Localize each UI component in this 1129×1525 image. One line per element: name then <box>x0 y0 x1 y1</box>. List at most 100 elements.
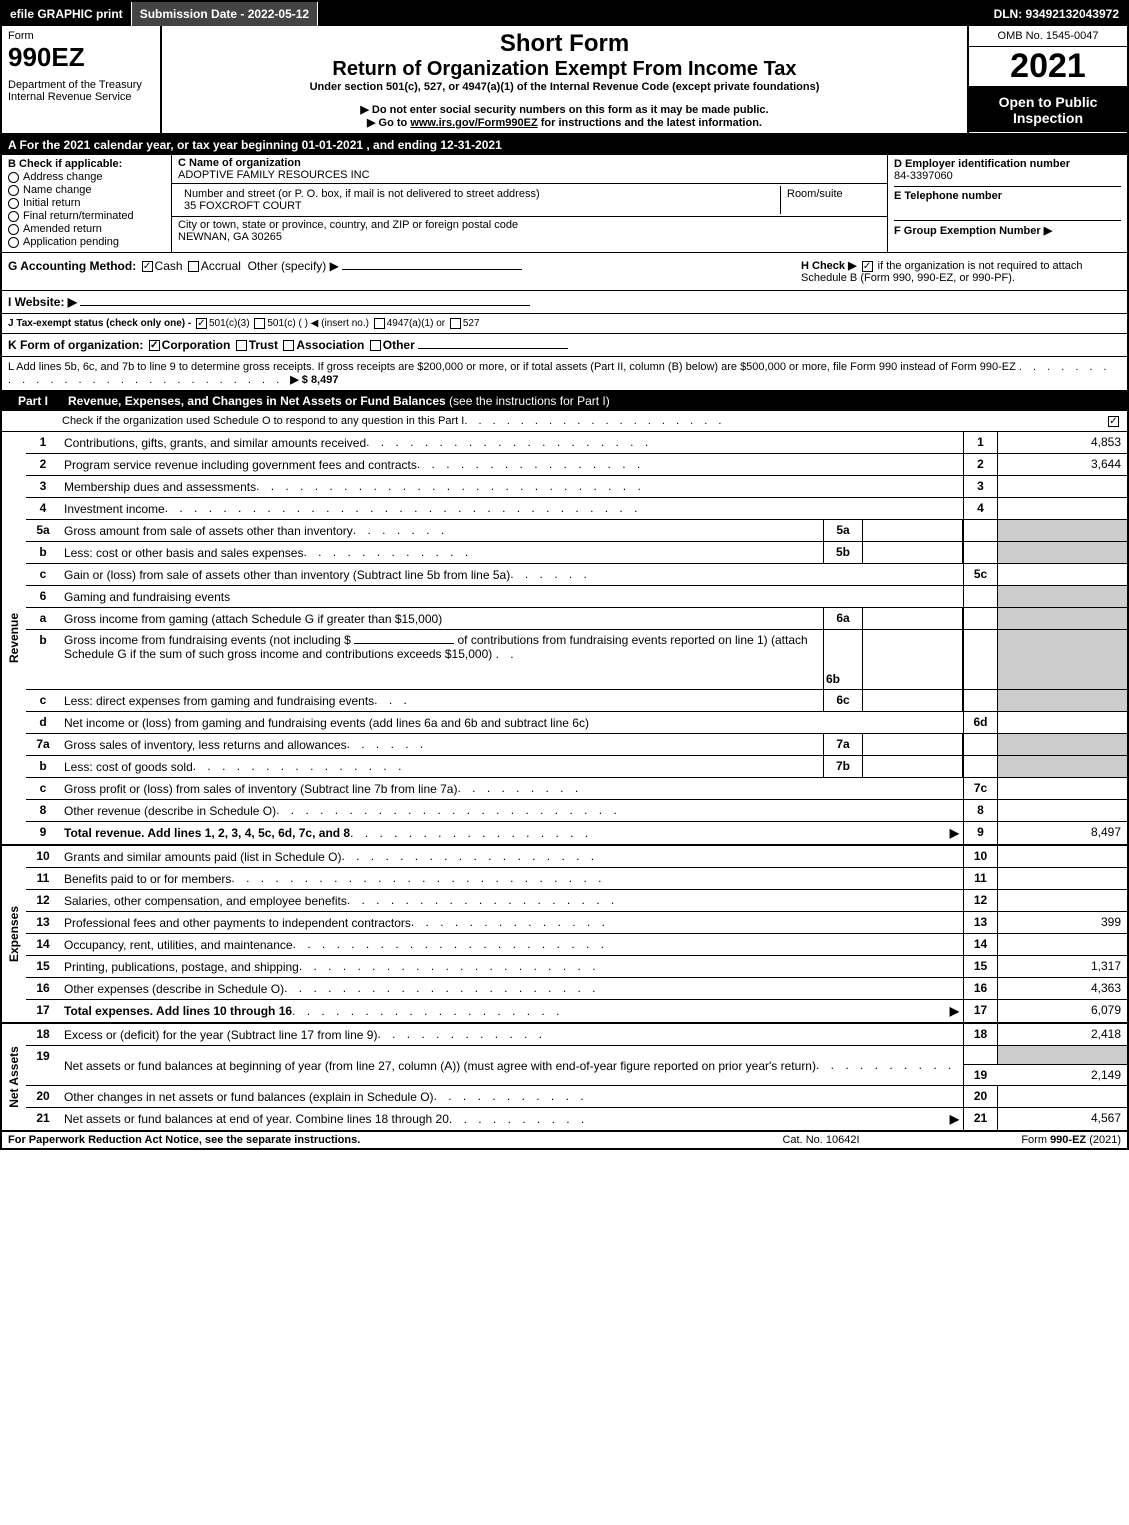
line-15: 15 Printing, publications, postage, and … <box>26 956 1127 978</box>
line-12: 12 Salaries, other compensation, and emp… <box>26 890 1127 912</box>
line-21-amount: 4,567 <box>997 1108 1127 1130</box>
line-8-amount <box>997 800 1127 821</box>
efile-print-button[interactable]: efile GRAPHIC print <box>2 2 132 26</box>
irs-link[interactable]: www.irs.gov/Form990EZ <box>410 117 537 129</box>
row-i-website: I Website: ▶ <box>2 291 1127 314</box>
line-10: 10 Grants and similar amounts paid (list… <box>26 846 1127 868</box>
h-schedule-b: H Check ▶ if the organization is not req… <box>801 259 1121 284</box>
line-5c-desc: Gain or (loss) from sale of assets other… <box>64 568 510 582</box>
checkbox-accrual[interactable] <box>188 261 199 272</box>
line-5c: c Gain or (loss) from sale of assets oth… <box>26 564 1127 586</box>
return-title: Return of Organization Exempt From Incom… <box>168 58 961 81</box>
checkbox-address-change[interactable] <box>8 172 19 183</box>
l-text: L Add lines 5b, 6c, and 7b to line 9 to … <box>8 361 1016 373</box>
line-7b-shadeamt <box>997 756 1127 777</box>
paperwork-notice: For Paperwork Reduction Act Notice, see … <box>8 1134 721 1146</box>
checkbox-trust[interactable] <box>236 340 247 351</box>
checkbox-application-pending[interactable] <box>8 237 19 248</box>
tax-year: 2021 <box>969 47 1127 88</box>
line-4-desc: Investment income <box>64 502 165 516</box>
checkbox-amended-return[interactable] <box>8 224 19 235</box>
line-6d-box: 6d <box>963 712 997 733</box>
g-label: G Accounting Method: <box>8 259 136 273</box>
line-7b-shadebox <box>963 756 997 777</box>
line-19-num: 19 <box>26 1046 60 1085</box>
checkbox-527[interactable] <box>450 318 461 329</box>
website-label: I Website: ▶ <box>8 295 77 309</box>
checkbox-initial-return[interactable] <box>8 198 19 209</box>
header-center: Short Form Return of Organization Exempt… <box>162 26 967 133</box>
form-word: Form <box>8 30 154 42</box>
page-footer: For Paperwork Reduction Act Notice, see … <box>2 1132 1127 1148</box>
line-7c-desc: Gross profit or (loss) from sales of inv… <box>64 782 457 796</box>
line-9-num: 9 <box>26 822 60 844</box>
checkbox-cash[interactable] <box>142 261 153 272</box>
line-6d-desc: Net income or (loss) from gaming and fun… <box>64 716 589 730</box>
line-6b-shadebox <box>963 630 997 689</box>
form-reference: Form 990-EZ (2021) <box>921 1134 1121 1146</box>
line-16: 16 Other expenses (describe in Schedule … <box>26 978 1127 1000</box>
top-bar: efile GRAPHIC print Submission Date - 20… <box>2 2 1127 26</box>
g-accounting: G Accounting Method: Cash Accrual Other … <box>8 259 801 284</box>
line-6a-shadeamt <box>997 608 1127 629</box>
label-amended-return: Amended return <box>23 223 102 235</box>
revenue-side-label: Revenue <box>2 432 26 844</box>
line-17: 17 Total expenses. Add lines 10 through … <box>26 1000 1127 1022</box>
k-label: K Form of organization: <box>8 338 143 352</box>
city-label: City or town, state or province, country… <box>178 219 518 231</box>
row-l-gross-receipts: L Add lines 5b, 6c, and 7b to line 9 to … <box>2 357 1127 391</box>
line-12-box: 12 <box>963 890 997 911</box>
internal-revenue-service: Internal Revenue Service <box>8 91 154 103</box>
line-14-amount <box>997 934 1127 955</box>
line-3: 3 Membership dues and assessments . . . … <box>26 476 1127 498</box>
checkbox-schedule-o[interactable] <box>1108 416 1119 427</box>
line-14-box: 14 <box>963 934 997 955</box>
line-14: 14 Occupancy, rent, utilities, and maint… <box>26 934 1127 956</box>
line-6a-desc: Gross income from gaming (attach Schedul… <box>64 612 442 626</box>
checkbox-501c[interactable] <box>254 318 265 329</box>
line-19: 19 Net assets or fund balances at beginn… <box>26 1046 1127 1086</box>
line-7c-num: c <box>26 778 60 799</box>
net-assets-side-label: Net Assets <box>2 1024 26 1130</box>
line-16-box: 16 <box>963 978 997 999</box>
line-1-num: 1 <box>26 432 60 453</box>
line-7a-desc: Gross sales of inventory, less returns a… <box>64 738 347 752</box>
line-6-shadebox <box>963 586 997 607</box>
line-5a-ival <box>863 520 963 541</box>
line-14-desc: Occupancy, rent, utilities, and maintena… <box>64 938 293 952</box>
goto-instruction: ▶ Go to www.irs.gov/Form990EZ for instru… <box>168 116 961 129</box>
under-section-text: Under section 501(c), 527, or 4947(a)(1)… <box>168 81 961 93</box>
checkbox-corporation[interactable] <box>149 340 160 351</box>
line-19-desc: Net assets or fund balances at beginning… <box>64 1059 816 1073</box>
line-15-desc: Printing, publications, postage, and shi… <box>64 960 299 974</box>
part-1-label: Part I <box>8 393 58 409</box>
line-7c-amount <box>997 778 1127 799</box>
expenses-table: 10 Grants and similar amounts paid (list… <box>26 846 1127 1022</box>
checkbox-other-org[interactable] <box>370 340 381 351</box>
line-7b-desc: Less: cost of goods sold <box>64 760 193 774</box>
line-16-num: 16 <box>26 978 60 999</box>
line-8-desc: Other revenue (describe in Schedule O) <box>64 804 276 818</box>
line-7a-shadeamt <box>997 734 1127 755</box>
line-6: 6 Gaming and fundraising events <box>26 586 1127 608</box>
line-12-desc: Salaries, other compensation, and employ… <box>64 894 347 908</box>
checkbox-final-return[interactable] <box>8 211 19 222</box>
label-501c: 501(c) ( ) ◀ (insert no.) <box>267 318 369 329</box>
part-1-title: Revenue, Expenses, and Changes in Net As… <box>68 394 446 408</box>
checkbox-name-change[interactable] <box>8 185 19 196</box>
expenses-section: Expenses 10 Grants and similar amounts p… <box>2 846 1127 1024</box>
checkbox-501c3[interactable] <box>196 318 207 329</box>
line-6b-shadeamt <box>997 630 1127 689</box>
line-18-amount: 2,418 <box>997 1024 1127 1045</box>
checkbox-association[interactable] <box>283 340 294 351</box>
submission-date: Submission Date - 2022-05-12 <box>132 2 318 26</box>
line-6-desc: Gaming and fundraising events <box>64 590 230 604</box>
line-20-num: 20 <box>26 1086 60 1107</box>
line-3-desc: Membership dues and assessments <box>64 480 256 494</box>
line-5b-ival <box>863 542 963 563</box>
checkbox-h[interactable] <box>862 261 873 272</box>
line-6a-num: a <box>26 608 60 629</box>
label-accrual: Accrual <box>201 259 241 273</box>
label-association: Association <box>296 338 364 352</box>
checkbox-4947[interactable] <box>374 318 385 329</box>
